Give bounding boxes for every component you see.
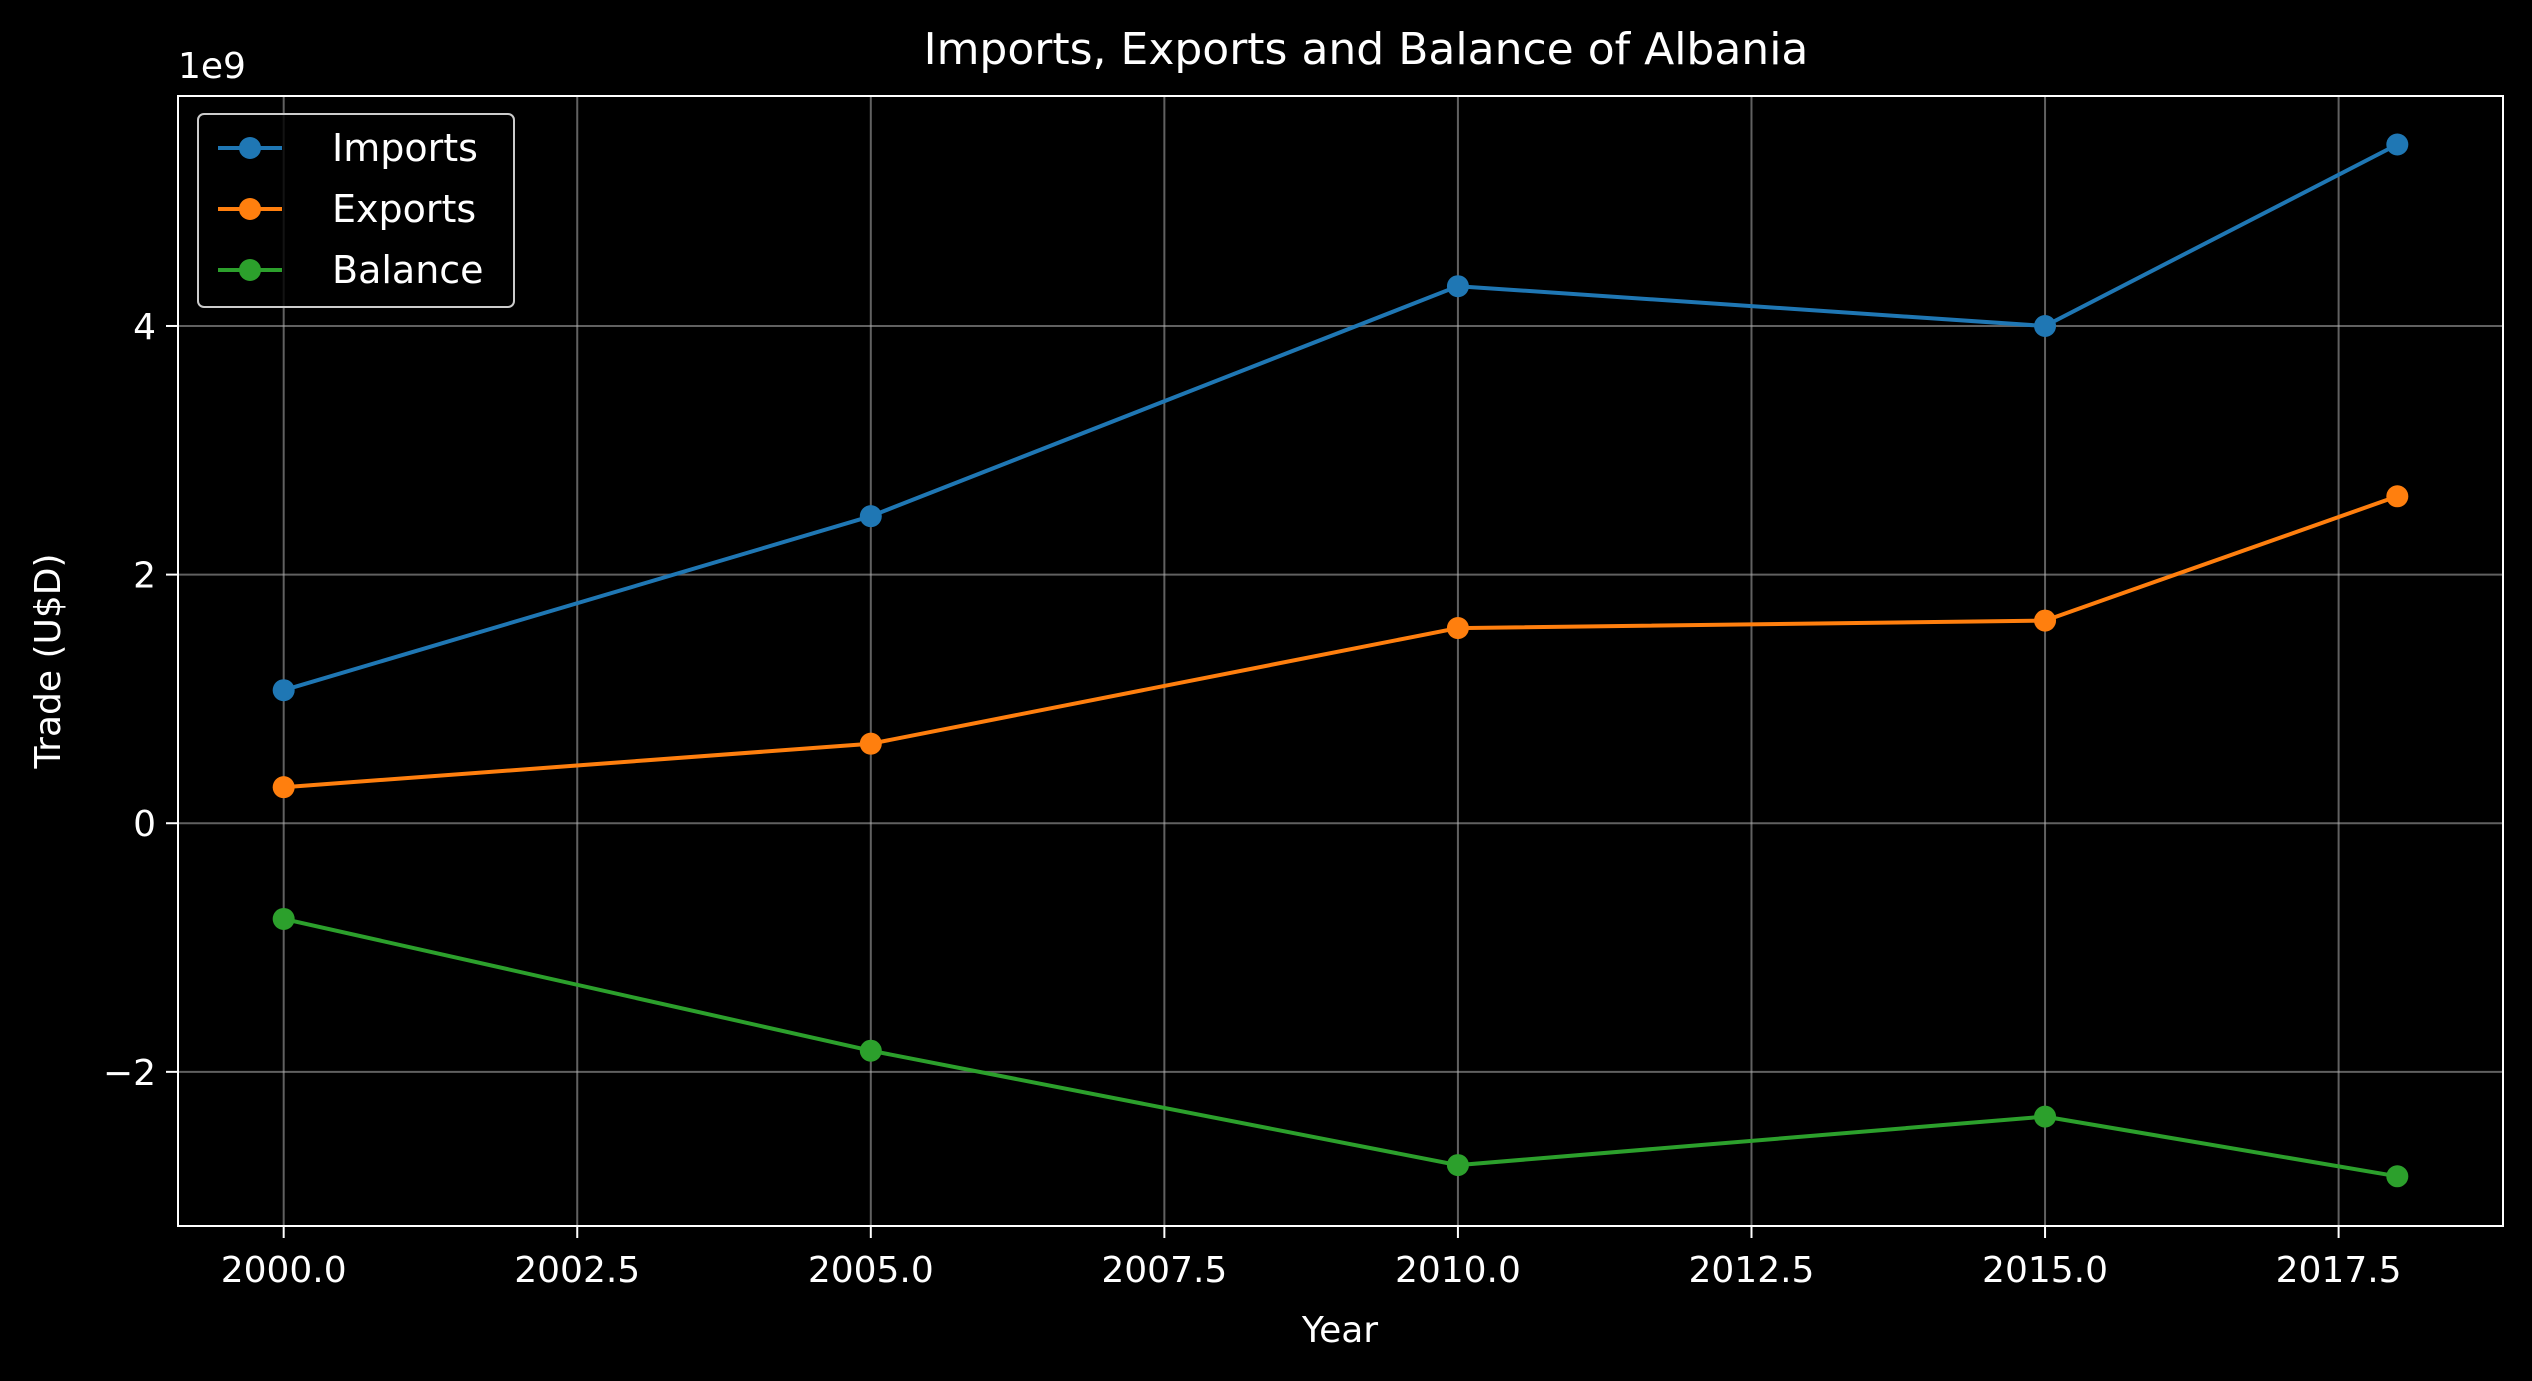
y-tick-label: 4 <box>133 307 156 348</box>
legend-imports-label: Imports <box>332 126 478 170</box>
y-tick-label: 2 <box>133 556 156 597</box>
x-axis-label: Year <box>1301 1310 1378 1351</box>
x-axis-ticks: 2000.0 2002.5 2005.0 2007.5 2010.0 2012.5 2015… <box>221 1226 2402 1291</box>
x-tick-label: 2010.0 <box>1395 1250 1521 1291</box>
legend-exports-marker <box>239 198 261 220</box>
y-tick-label: −2 <box>103 1053 156 1094</box>
balance-point <box>2386 1165 2409 1188</box>
imports-point <box>272 679 295 702</box>
exports-point <box>2034 609 2057 632</box>
chart-title: Imports, Exports and Balance of Albania <box>924 24 1809 75</box>
imports-point <box>2034 314 2057 337</box>
grid-lines <box>178 96 2503 1226</box>
imports-point <box>859 505 882 528</box>
balance-point <box>2034 1105 2057 1128</box>
balance-point <box>272 907 295 930</box>
y-tick-label: 0 <box>133 804 156 845</box>
plot-frame <box>177 95 2504 1227</box>
exports-point <box>272 776 295 799</box>
x-tick-label: 2002.5 <box>514 1250 640 1291</box>
y-axis-offset-label: 1e9 <box>178 46 246 87</box>
legend-exports-label: Exports <box>332 187 476 231</box>
x-tick-label: 2012.5 <box>1689 1250 1815 1291</box>
imports-point <box>1446 275 1469 298</box>
series-balance <box>272 907 2409 1188</box>
exports-point <box>1446 617 1469 640</box>
legend-box <box>197 113 515 308</box>
balance-point <box>1446 1154 1469 1177</box>
x-tick-label: 2015.0 <box>1982 1250 2108 1291</box>
legend-imports-marker <box>239 137 261 159</box>
x-tick-label: 2000.0 <box>221 1250 347 1291</box>
series-imports <box>272 133 2409 702</box>
legend: Imports Exports Balance <box>197 113 515 308</box>
imports-point <box>2386 133 2409 156</box>
series-layer <box>272 133 2409 1188</box>
legend-balance-label: Balance <box>332 248 484 292</box>
exports-point <box>859 732 882 755</box>
series-exports <box>272 485 2409 799</box>
balance-point <box>859 1039 882 1062</box>
exports-point <box>2386 485 2409 508</box>
legend-balance-marker <box>239 259 261 281</box>
x-tick-label: 2007.5 <box>1101 1250 1227 1291</box>
y-axis-label: Trade (U$D) <box>28 553 69 769</box>
x-tick-label: 2017.5 <box>2276 1250 2402 1291</box>
x-tick-label: 2005.0 <box>808 1250 934 1291</box>
y-axis-ticks: −2 0 2 4 <box>103 307 178 1094</box>
